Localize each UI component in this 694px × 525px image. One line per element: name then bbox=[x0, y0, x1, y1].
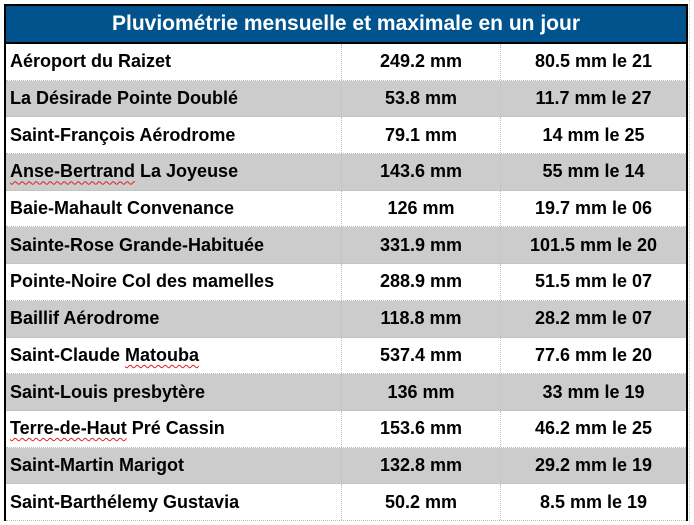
monthly-cell[interactable]: 50.2 mm bbox=[342, 484, 501, 520]
max-day-cell[interactable]: 19.7 mm le 06 bbox=[534, 198, 653, 219]
table-row: Pointe-Noire Col des mamelles 288.9 mm 5… bbox=[6, 264, 686, 301]
max-day-cell[interactable]: 101.5 mm le 20 bbox=[529, 234, 658, 255]
monthly-cell[interactable]: 143.6 mm bbox=[342, 154, 501, 190]
max-day-cell[interactable]: 29.2 mm le 19 bbox=[534, 454, 653, 475]
max-day-cell[interactable]: 55 mm le 14 bbox=[542, 161, 645, 182]
station-cell[interactable]: Saint-Louis presbytère bbox=[6, 374, 342, 410]
station-cell[interactable]: Saint-Martin Marigot bbox=[6, 447, 342, 484]
monthly-cell[interactable]: 288.9 mm bbox=[342, 264, 501, 300]
table-row: Aéroport du Raizet 249.2 mm 80.5 mm le 2… bbox=[6, 44, 686, 81]
max-day-cell[interactable]: 28.2 mm le 07 bbox=[534, 308, 653, 329]
station-cell[interactable]: Baillif Aérodrome bbox=[6, 300, 342, 337]
rainfall-table: Pluviométrie mensuelle et maximale en un… bbox=[4, 4, 688, 521]
table-row: Saint-François Aérodrome 79.1 mm 14 mm l… bbox=[6, 117, 686, 155]
table-row: Sainte-Rose Grande-Habituée 331.9 mm 101… bbox=[6, 227, 686, 265]
max-day-cell[interactable]: 14 mm le 25 bbox=[542, 124, 645, 145]
table-row: La Désirade Pointe Doublé 53.8 mm 11.7 m… bbox=[6, 80, 686, 118]
station-cell[interactable]: La Désirade Pointe Doublé bbox=[6, 80, 342, 117]
monthly-cell[interactable]: 118.8 mm bbox=[342, 300, 501, 337]
station-cell[interactable]: Anse-Bertrand La Joyeuse bbox=[6, 154, 342, 190]
monthly-cell[interactable]: 79.1 mm bbox=[342, 117, 501, 154]
monthly-cell[interactable]: 331.9 mm bbox=[342, 227, 501, 264]
station-cell[interactable]: Baie-Mahault Convenance bbox=[6, 190, 342, 227]
station-cell[interactable]: Saint-Barthélemy Gustavia bbox=[6, 484, 342, 520]
station-cell[interactable]: Aéroport du Raizet bbox=[6, 44, 342, 80]
spellcheck-text: Terre-de-Haut bbox=[10, 418, 127, 439]
monthly-cell[interactable]: 249.2 mm bbox=[342, 44, 501, 80]
monthly-cell[interactable]: 153.6 mm bbox=[342, 410, 501, 447]
monthly-cell[interactable]: 132.8 mm bbox=[342, 447, 501, 484]
station-cell[interactable]: Saint-Claude Matouba bbox=[6, 337, 342, 374]
table-row: Saint-Louis presbytère 136 mm 33 mm le 1… bbox=[6, 374, 686, 411]
max-day-cell[interactable]: 77.6 mm le 20 bbox=[534, 344, 653, 365]
monthly-cell[interactable]: 126 mm bbox=[342, 190, 501, 227]
station-cell[interactable]: Saint-François Aérodrome bbox=[6, 117, 342, 154]
monthly-cell[interactable]: 537.4 mm bbox=[342, 337, 501, 374]
max-day-cell[interactable]: 51.5 mm le 07 bbox=[534, 271, 653, 292]
monthly-cell[interactable]: 136 mm bbox=[342, 374, 501, 410]
table-row: Saint-Barthélemy Gustavia 50.2 mm 8.5 mm… bbox=[6, 484, 686, 521]
table-row: Baie-Mahault Convenance 126 mm 19.7 mm l… bbox=[6, 190, 686, 228]
table-title: Pluviométrie mensuelle et maximale en un… bbox=[6, 6, 686, 44]
table-row: Saint-Martin Marigot 132.8 mm 29.2 mm le… bbox=[6, 447, 686, 485]
max-day-cell[interactable]: 33 mm le 19 bbox=[542, 381, 645, 402]
sheet-gridline bbox=[689, 0, 690, 525]
max-day-cell[interactable]: 80.5 mm le 21 bbox=[534, 51, 653, 72]
station-cell[interactable]: Sainte-Rose Grande-Habituée bbox=[6, 227, 342, 264]
spellcheck-text: Anse-Bertrand bbox=[10, 161, 136, 182]
max-day-cell[interactable]: 11.7 mm le 27 bbox=[535, 88, 652, 109]
max-day-cell[interactable]: 46.2 mm le 25 bbox=[534, 418, 653, 439]
table-row: Saint-Claude Matouba 537.4 mm 77.6 mm le… bbox=[6, 337, 686, 375]
table-row: Baillif Aérodrome 118.8 mm 28.2 mm le 07 bbox=[6, 300, 686, 338]
max-day-cell[interactable]: 8.5 mm le 19 bbox=[539, 491, 648, 512]
table-row: Terre-de-Haut Pré Cassin 153.6 mm 46.2 m… bbox=[6, 410, 686, 448]
monthly-cell[interactable]: 53.8 mm bbox=[342, 80, 501, 117]
spellcheck-text: Matouba bbox=[125, 344, 200, 365]
station-cell[interactable]: Terre-de-Haut Pré Cassin bbox=[6, 410, 342, 447]
table-row: Anse-Bertrand La Joyeuse 143.6 mm 55 mm … bbox=[6, 154, 686, 191]
station-cell[interactable]: Pointe-Noire Col des mamelles bbox=[6, 264, 342, 300]
